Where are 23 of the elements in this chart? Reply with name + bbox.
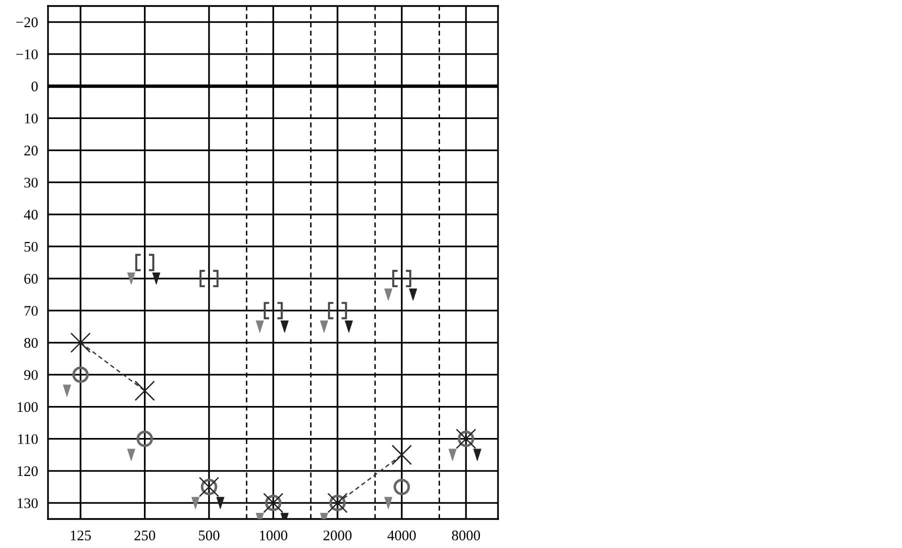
y-tick-label: 120 xyxy=(18,466,38,476)
y-tick-label: 110 xyxy=(18,434,38,444)
y-tick-label: −20 xyxy=(16,17,38,28)
x-tick-label: 125 xyxy=(70,530,91,540)
x-tick-label: 500 xyxy=(198,530,220,540)
x-tick-label: 4000 xyxy=(387,530,416,540)
y-tick-label: 10 xyxy=(24,114,38,124)
y-tick-label: 50 xyxy=(24,242,38,252)
y-tick-label: 130 xyxy=(18,498,38,508)
y-tick-label: 60 xyxy=(24,274,38,284)
y-tick-label: 100 xyxy=(18,402,38,412)
y-tick-label: 70 xyxy=(24,306,38,316)
y-tick-label: 30 xyxy=(24,178,38,188)
x-tick-label: 1000 xyxy=(260,530,288,540)
y-tick-label: 40 xyxy=(24,210,38,220)
x-tick-label: 250 xyxy=(134,530,156,540)
y-tick-label: 20 xyxy=(24,146,38,156)
x-tick-label: 8000 xyxy=(452,530,480,540)
y-tick-label: 0 xyxy=(32,82,38,92)
y-tick-label: 80 xyxy=(24,338,38,348)
y-tick-label: −10 xyxy=(16,49,38,60)
x-tick-label: 2000 xyxy=(324,530,352,540)
y-tick-label: 90 xyxy=(24,370,38,380)
